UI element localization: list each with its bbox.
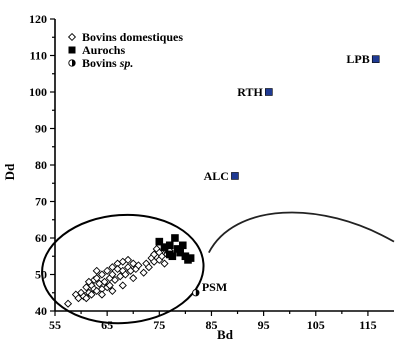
point-label: ALC — [204, 169, 229, 183]
circle-half-glyph — [68, 59, 76, 67]
y-tick-label: 120 — [29, 12, 47, 26]
legend-item-domestic: Bovins domestiques — [67, 30, 183, 44]
data-point — [92, 274, 101, 283]
data-point — [165, 241, 174, 250]
circle-fill — [195, 289, 200, 296]
y-tick-label: 90 — [35, 122, 47, 136]
y-tick-label: 70 — [35, 195, 47, 209]
data-point — [92, 266, 101, 275]
data-point — [64, 299, 73, 308]
y-tick-label: 100 — [29, 85, 47, 99]
data-point — [118, 281, 127, 290]
data-point — [171, 234, 179, 242]
series-3: ALC RTH LPB — [204, 52, 380, 183]
data-point — [100, 277, 109, 286]
data-point — [97, 270, 106, 279]
data-point — [139, 268, 148, 277]
y-tick-label: 50 — [35, 268, 47, 282]
data-point — [105, 281, 114, 290]
x-tick-label: 75 — [153, 318, 165, 332]
square-filled-marker-icon — [68, 46, 76, 54]
legend: Bovins domestiques Aurochs Bovins sp. — [67, 30, 183, 70]
x-tick-label: 115 — [359, 318, 376, 332]
data-point — [108, 270, 117, 279]
data-point — [82, 294, 91, 303]
data-point — [121, 270, 130, 279]
data-point — [192, 289, 200, 297]
y-tick-label: 40 — [35, 304, 47, 318]
x-tick-label: 105 — [307, 318, 325, 332]
data-point — [165, 250, 174, 259]
legend-label-bovins-sp: Bovins sp. — [82, 56, 133, 70]
legend-label-bovins-sp-main: Bovins — [82, 56, 120, 70]
legend-label-bovins-sp-italic: sp. — [119, 56, 134, 70]
y-axis-title: Dd — [2, 163, 17, 180]
series-0 — [64, 244, 174, 308]
legend-item-bovins-sp: Bovins sp. — [68, 56, 133, 70]
data-point — [129, 274, 138, 283]
legend-label-domestic: Bovins domestiques — [82, 30, 183, 44]
point-label: LPB — [346, 52, 369, 66]
x-axis: 55 65 75 85 95 105 115 — [49, 310, 394, 332]
series-4: PSM — [202, 280, 227, 294]
data-point — [144, 263, 153, 272]
aurochs-group-arc — [208, 211, 395, 254]
y-tick-label: 60 — [35, 231, 47, 245]
data-point — [110, 275, 120, 285]
data-point — [84, 277, 93, 286]
x-tick-label: 95 — [258, 318, 270, 332]
data-point — [231, 172, 239, 180]
x-axis-title: Bd — [217, 327, 234, 342]
diamond-open-marker-icon — [67, 32, 77, 42]
data-point — [186, 254, 195, 262]
x-tick-label: 85 — [205, 318, 217, 332]
data-point — [134, 261, 143, 270]
series-2 — [192, 289, 200, 297]
y-tick-label: 80 — [35, 158, 47, 172]
data-point — [265, 88, 273, 96]
data-point — [103, 266, 112, 275]
y-axis: 40 50 60 70 80 90 100 110 120 — [29, 12, 56, 318]
y-tick-label: 110 — [30, 49, 47, 63]
point-label: RTH — [237, 85, 263, 99]
x-tick-label: 55 — [49, 318, 61, 332]
data-point — [108, 286, 117, 295]
series-1 — [155, 234, 195, 264]
circle-half-marker-icon — [68, 59, 76, 67]
data-point — [87, 290, 96, 299]
legend-label-aurochs: Aurochs — [82, 43, 125, 57]
data-point — [160, 259, 169, 268]
data-point — [371, 55, 380, 63]
circle-fill — [72, 59, 76, 67]
point-label: PSM — [202, 280, 227, 294]
data-point — [155, 237, 164, 246]
plot-area: ALC RTH LPB PSM — [41, 52, 395, 325]
domestic-cattle-ellipse — [41, 213, 205, 325]
x-tick-label: 65 — [101, 318, 113, 332]
data-point — [178, 241, 187, 250]
data-point — [97, 290, 106, 299]
legend-item-aurochs: Aurochs — [68, 43, 125, 57]
